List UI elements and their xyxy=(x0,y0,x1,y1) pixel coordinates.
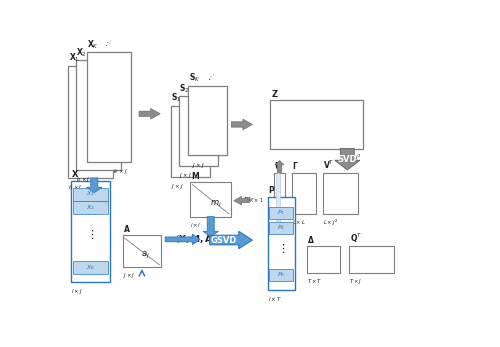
Text: $J \times J$: $J \times J$ xyxy=(122,271,135,280)
Text: $\mathbf{M}$: $\mathbf{M}$ xyxy=(191,170,200,180)
Text: $P_K$: $P_K$ xyxy=(277,270,286,279)
Bar xyxy=(76,60,120,170)
FancyArrow shape xyxy=(234,196,250,205)
Bar xyxy=(68,66,113,178)
FancyArrow shape xyxy=(165,234,200,245)
FancyArrow shape xyxy=(139,109,160,119)
Text: $L \times J^2$: $L \times J^2$ xyxy=(323,218,338,228)
Text: $(\mathbf{X, M, A})$: $(\mathbf{X, M, A})$ xyxy=(175,234,216,245)
Text: $l \times T$: $l \times T$ xyxy=(268,296,282,304)
Text: $T \times T$: $T \times T$ xyxy=(306,277,322,285)
Text: $\mathbf{X}_2$: $\mathbf{X}_2$ xyxy=(76,46,88,59)
Text: $\vdots$: $\vdots$ xyxy=(86,228,94,240)
Polygon shape xyxy=(334,149,360,170)
Text: $J \times J$: $J \times J$ xyxy=(192,161,205,170)
Text: $\mathbf{P}$: $\mathbf{P}$ xyxy=(268,184,276,195)
Text: $\mathbf{U}$: $\mathbf{U}$ xyxy=(274,160,281,171)
Bar xyxy=(270,222,293,234)
Text: SVD: SVD xyxy=(338,155,357,164)
Bar xyxy=(122,235,162,268)
Bar xyxy=(72,261,108,274)
Text: $\mathbf{Z}$: $\mathbf{Z}$ xyxy=(272,88,279,99)
Text: $\mathbf{A}$: $\mathbf{A}$ xyxy=(123,223,131,234)
Text: $l \times J$: $l \times J$ xyxy=(71,287,83,296)
Bar xyxy=(274,172,285,221)
Bar xyxy=(270,100,363,149)
Text: $\mathbf{V}^T$: $\mathbf{V}^T$ xyxy=(324,159,335,171)
Text: $X_1$: $X_1$ xyxy=(86,189,95,198)
Bar xyxy=(72,201,108,214)
Text: $\mathbf{X}_1$: $\mathbf{X}_1$ xyxy=(68,52,80,64)
Text: $l \times l$: $l \times l$ xyxy=(190,221,202,229)
Bar xyxy=(270,207,293,219)
Text: $I_K \times J$: $I_K \times J$ xyxy=(112,167,127,176)
Bar xyxy=(268,197,295,290)
FancyArrow shape xyxy=(275,161,284,172)
Text: $\mathbf{\Gamma}$: $\mathbf{\Gamma}$ xyxy=(292,160,299,171)
Bar xyxy=(292,172,316,214)
Bar xyxy=(306,246,340,273)
Bar xyxy=(71,180,110,282)
Text: $X_K$: $X_K$ xyxy=(86,263,96,272)
Text: $\mathbf{X}$: $\mathbf{X}$ xyxy=(72,168,80,179)
Bar xyxy=(171,106,210,177)
Bar xyxy=(323,172,358,214)
Bar xyxy=(190,182,231,217)
Text: GSVD: GSVD xyxy=(210,236,237,245)
Text: $\cdot^{\cdot^\cdot}$: $\cdot^{\cdot^\cdot}$ xyxy=(104,40,112,49)
Bar xyxy=(86,52,131,162)
Text: $I_2 \times J$: $I_2 \times J$ xyxy=(76,175,90,184)
Polygon shape xyxy=(210,231,252,249)
Bar xyxy=(349,246,394,273)
FancyArrow shape xyxy=(232,119,252,130)
Text: $\mathbf{Q}^T$: $\mathbf{Q}^T$ xyxy=(350,231,362,245)
Text: $I_1 \times J$: $I_1 \times J$ xyxy=(68,183,83,192)
Bar xyxy=(72,188,108,201)
Text: $\mathbf{\Delta}$: $\mathbf{\Delta}$ xyxy=(307,234,315,245)
Bar xyxy=(179,96,218,166)
Text: $\mathbf{X}_K$: $\mathbf{X}_K$ xyxy=(87,39,99,51)
Text: $K \times L$: $K \times L$ xyxy=(274,225,288,233)
Text: $m_{K \times 1}$: $m_{K \times 1}$ xyxy=(242,196,264,205)
Bar xyxy=(276,172,280,221)
Text: $a_j$: $a_j$ xyxy=(140,250,149,261)
Text: $P_2$: $P_2$ xyxy=(278,223,285,232)
Text: $P_1$: $P_1$ xyxy=(278,208,285,217)
Text: $X_2$: $X_2$ xyxy=(86,203,95,212)
Text: $J \times J$: $J \times J$ xyxy=(171,182,183,191)
Text: $\mathbf{S}_2$: $\mathbf{S}_2$ xyxy=(179,83,190,95)
Text: $J \times J$: $J \times J$ xyxy=(179,171,192,180)
Text: $\mathbf{S}_1$: $\mathbf{S}_1$ xyxy=(172,92,182,104)
Text: $\cdot^{\cdot^\cdot}$: $\cdot^{\cdot^\cdot}$ xyxy=(207,74,216,83)
Text: $L \times L$: $L \times L$ xyxy=(292,218,306,226)
Text: $K \times J^2$: $K \times J^2$ xyxy=(345,153,362,163)
Bar xyxy=(270,269,293,281)
Text: $T \times J$: $T \times J$ xyxy=(349,277,362,286)
Text: $m_i$: $m_i$ xyxy=(210,198,222,209)
FancyArrow shape xyxy=(86,178,102,193)
Text: $\vdots$: $\vdots$ xyxy=(278,242,285,255)
Text: $\mathbf{S}_K$: $\mathbf{S}_K$ xyxy=(189,72,200,84)
Bar xyxy=(188,86,227,155)
FancyArrow shape xyxy=(203,217,218,237)
